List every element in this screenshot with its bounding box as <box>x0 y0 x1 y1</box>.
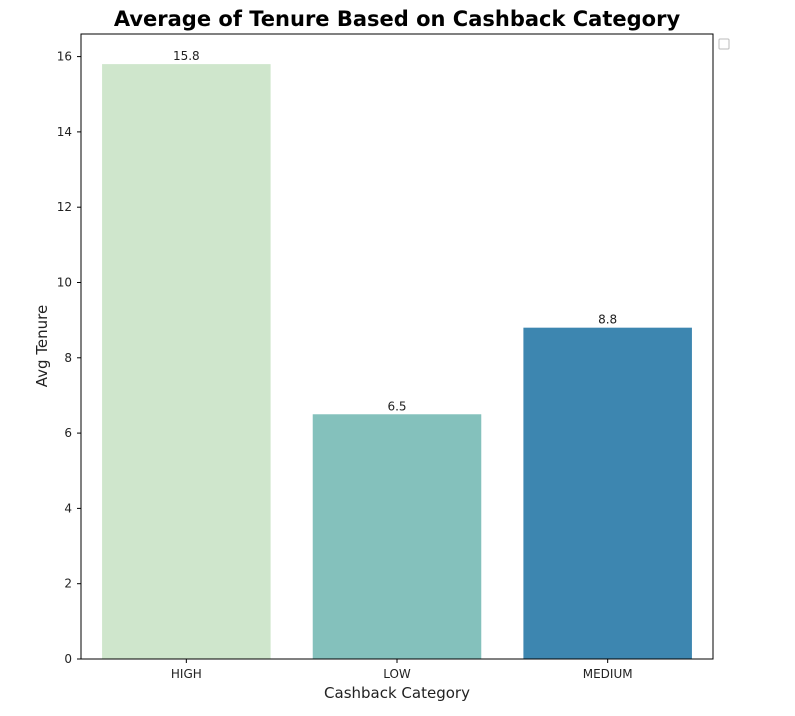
y-tick-label: 8 <box>64 351 72 365</box>
data-label-low: 6.5 <box>387 399 406 413</box>
data-label-high: 15.8 <box>173 49 200 63</box>
legend-box <box>718 38 730 50</box>
bar-low <box>312 414 482 659</box>
data-label-medium: 8.8 <box>598 313 617 327</box>
y-tick-label: 10 <box>57 275 72 289</box>
x-tick-label-high: HIGH <box>171 667 202 681</box>
y-tick-label: 16 <box>57 50 72 64</box>
y-tick-label: 4 <box>64 501 72 515</box>
y-axis-ticks: 0 2 4 6 8 10 12 14 16 <box>57 50 81 666</box>
bars-layer <box>102 64 692 659</box>
x-axis-label: Cashback Category <box>324 684 470 702</box>
bar-medium <box>523 327 692 659</box>
y-axis-label: Avg Tenure <box>33 305 51 387</box>
y-tick-label: 14 <box>57 125 72 139</box>
data-labels-layer: 15.8 6.5 8.8 <box>173 49 617 413</box>
y-tick-label: 6 <box>64 426 72 440</box>
bar-high <box>102 64 271 659</box>
y-tick-label: 12 <box>57 200 72 214</box>
plot-frame <box>80 33 714 660</box>
x-axis-ticks: HIGH LOW MEDIUM <box>171 659 633 681</box>
x-tick-label-low: LOW <box>383 667 411 681</box>
y-tick-label: 0 <box>64 652 72 666</box>
y-tick-label: 2 <box>64 577 72 591</box>
x-tick-label-medium: MEDIUM <box>583 667 633 681</box>
chart-title: Average of Tenure Based on Cashback Cate… <box>114 7 681 31</box>
